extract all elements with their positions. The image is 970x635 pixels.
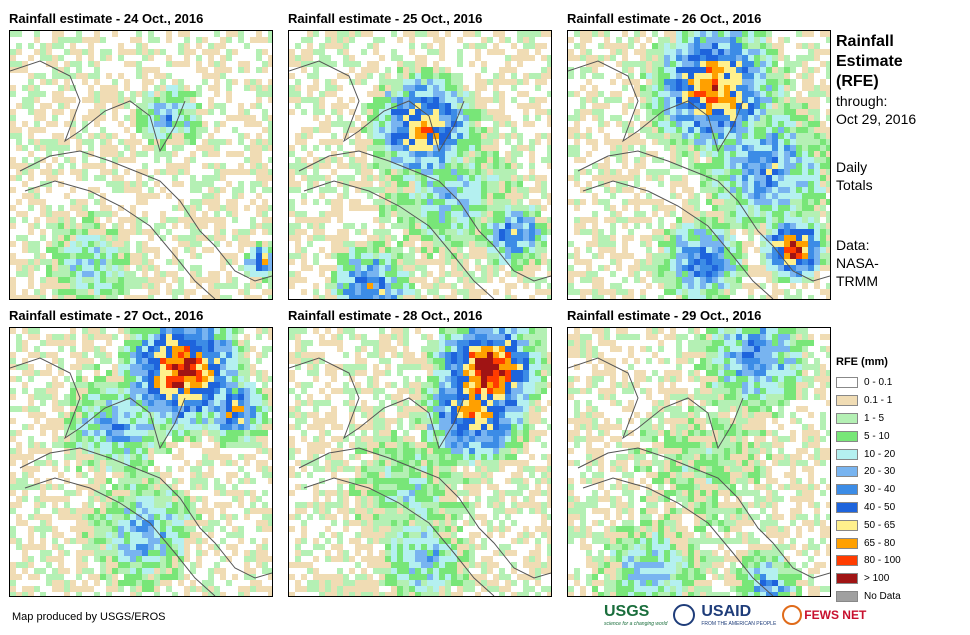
usgs-logo-tagline: science for a changing world bbox=[604, 621, 668, 627]
through-label: through: bbox=[836, 93, 888, 109]
legend-swatch bbox=[836, 395, 858, 407]
totals-line1: Daily bbox=[836, 159, 868, 175]
usaid-logo: USAID FROM THE AMERICAN PEOPLE bbox=[701, 603, 776, 627]
legend-label: 5 - 10 bbox=[864, 430, 890, 442]
rainfall-raster bbox=[568, 31, 830, 299]
legend-swatch bbox=[836, 537, 858, 549]
coastline bbox=[10, 357, 272, 596]
legend-label: 10 - 20 bbox=[864, 448, 896, 460]
usgs-logo-text: USGS bbox=[604, 603, 650, 620]
map-info: Rainfall Estimate (RFE) through: Oct 29,… bbox=[836, 32, 916, 290]
legend-item: 80 - 100 bbox=[836, 552, 901, 570]
legend-item: No Data bbox=[836, 588, 901, 606]
legend-label: 80 - 100 bbox=[864, 555, 901, 567]
legend-swatch bbox=[836, 519, 858, 531]
coastline bbox=[10, 60, 272, 299]
rfe-title: Rainfall Estimate (RFE) bbox=[836, 32, 916, 92]
coastline bbox=[289, 60, 551, 299]
legend-label: > 100 bbox=[864, 573, 890, 585]
legend-swatch bbox=[836, 573, 858, 585]
legend-swatch bbox=[836, 590, 858, 602]
legend-label: 0 - 0.1 bbox=[864, 377, 893, 389]
legend-title: RFE (mm) bbox=[836, 356, 888, 368]
legend-item: 10 - 20 bbox=[836, 445, 901, 463]
data-label: Data: bbox=[836, 237, 870, 253]
panel-title: Rainfall estimate - 27 Oct., 2016 bbox=[9, 308, 204, 323]
panel-title: Rainfall estimate - 26 Oct., 2016 bbox=[567, 11, 762, 26]
legend-swatch bbox=[836, 412, 858, 424]
legend-item: 0.1 - 1 bbox=[836, 392, 901, 410]
legend-label: 50 - 65 bbox=[864, 519, 896, 531]
legend-item: 0 - 0.1 bbox=[836, 374, 901, 392]
coastline bbox=[568, 357, 830, 596]
map-credit: Map produced by USGS/EROS bbox=[12, 611, 166, 623]
rainfall-map bbox=[567, 327, 831, 597]
rainfall-map bbox=[567, 30, 831, 300]
legend-label: 1 - 5 bbox=[864, 412, 885, 424]
panel-title: Rainfall estimate - 25 Oct., 2016 bbox=[288, 11, 483, 26]
rainfall-map bbox=[9, 327, 273, 597]
rainfall-raster bbox=[289, 328, 551, 596]
data-source-line2: TRMM bbox=[836, 273, 878, 289]
rfe-title-line1: Rainfall bbox=[836, 33, 894, 50]
data-source-line1: NASA- bbox=[836, 255, 879, 271]
legend-item: 1 - 5 bbox=[836, 410, 901, 428]
legend-item: 20 - 30 bbox=[836, 463, 901, 481]
rainfall-raster bbox=[568, 328, 830, 596]
rainfall-map bbox=[288, 327, 552, 597]
legend-item: 5 - 10 bbox=[836, 427, 901, 445]
coastline bbox=[289, 357, 551, 596]
panel-title: Rainfall estimate - 24 Oct., 2016 bbox=[9, 11, 204, 26]
fewsnet-logo: FEWS NET bbox=[782, 605, 866, 625]
legend-swatch bbox=[836, 555, 858, 567]
legend-swatch bbox=[836, 448, 858, 460]
usgs-logo: USGS science for a changing world bbox=[604, 603, 667, 627]
legend-item: 65 - 80 bbox=[836, 534, 901, 552]
panel-title: Rainfall estimate - 29 Oct., 2016 bbox=[567, 308, 762, 323]
rainfall-raster bbox=[10, 328, 272, 596]
legend-label: 20 - 30 bbox=[864, 466, 896, 478]
usaid-seal-icon bbox=[673, 604, 696, 626]
usaid-logo-text: USAID bbox=[701, 603, 752, 620]
legend-label: 30 - 40 bbox=[864, 484, 896, 496]
rainfall-map bbox=[288, 30, 552, 300]
legend-label: 65 - 80 bbox=[864, 537, 896, 549]
rfe-title-line2: Estimate bbox=[836, 53, 903, 70]
legend-swatch bbox=[836, 377, 858, 389]
rfe-title-line3: (RFE) bbox=[836, 73, 879, 90]
legend-item: > 100 bbox=[836, 570, 901, 588]
legend-label: 0.1 - 1 bbox=[864, 395, 893, 407]
partner-logos: USGS science for a changing world USAID … bbox=[604, 603, 866, 627]
rainfall-raster bbox=[289, 31, 551, 299]
totals-line2: Totals bbox=[836, 177, 873, 193]
legend-swatch bbox=[836, 501, 858, 513]
rainfall-raster bbox=[10, 31, 272, 299]
fewsnet-globe-icon bbox=[782, 605, 803, 625]
legend-swatch bbox=[836, 484, 858, 496]
legend-item: 40 - 50 bbox=[836, 499, 901, 517]
legend-item: 50 - 65 bbox=[836, 516, 901, 534]
panel-title: Rainfall estimate - 28 Oct., 2016 bbox=[288, 308, 483, 323]
legend-label: No Data bbox=[864, 590, 901, 602]
rfe-legend: RFE (mm) 0 - 0.1 0.1 - 1 1 - 5 5 - 10 10 - 2… bbox=[836, 356, 901, 605]
coastline bbox=[568, 60, 830, 299]
usaid-logo-tagline: FROM THE AMERICAN PEOPLE bbox=[701, 621, 777, 627]
legend-swatch bbox=[836, 430, 858, 442]
legend-label: 40 - 50 bbox=[864, 501, 896, 513]
legend-swatch bbox=[836, 466, 858, 478]
legend-item: 30 - 40 bbox=[836, 481, 901, 499]
through-date: Oct 29, 2016 bbox=[836, 111, 917, 127]
fewsnet-logo-text: FEWS NET bbox=[804, 608, 867, 622]
rainfall-map bbox=[9, 30, 273, 300]
